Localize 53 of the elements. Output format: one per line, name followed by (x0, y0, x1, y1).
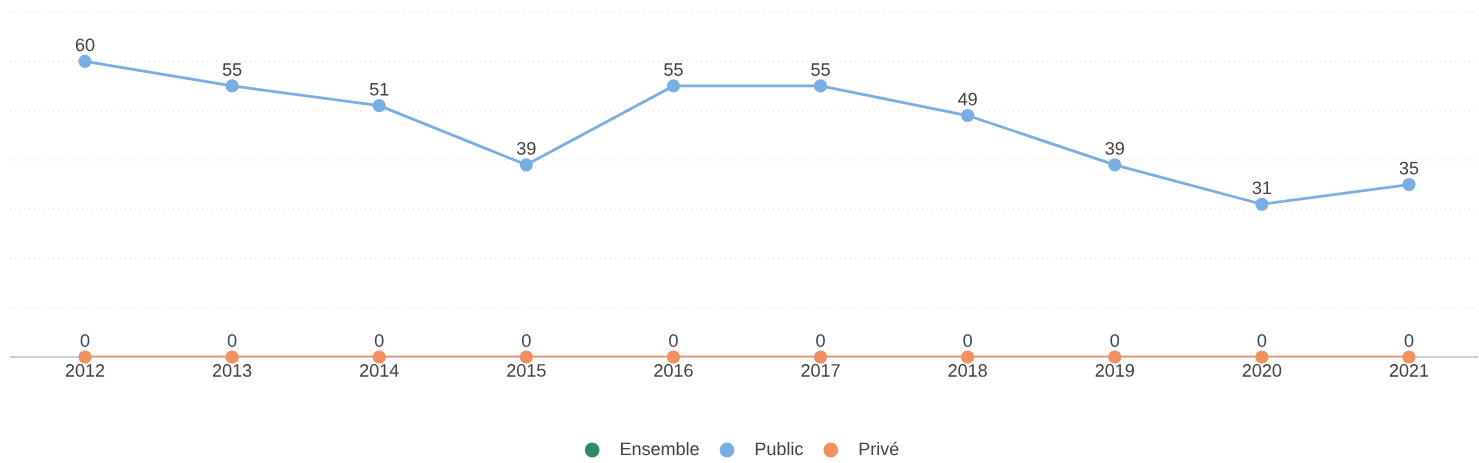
x-tick-label: 2016 (654, 364, 693, 377)
point (666, 350, 681, 364)
data-label: 0 (374, 334, 384, 347)
x-tick-label: 2017 (801, 364, 840, 377)
point (225, 79, 239, 93)
data-label: 0 (816, 334, 825, 347)
data-label: 0 (227, 334, 237, 347)
data-label: 35 (1399, 161, 1419, 175)
point (1402, 177, 1416, 192)
point (813, 79, 828, 93)
point (78, 54, 92, 68)
x-tick-label: 2014 (360, 364, 399, 377)
data-label: 0 (1257, 334, 1267, 347)
x-tick-label: 2019 (1095, 364, 1134, 377)
legend-label: Privé (859, 441, 899, 456)
data-label: 55 (222, 63, 242, 76)
data-label: 60 (75, 38, 95, 52)
data-label: 49 (958, 92, 977, 106)
point (519, 350, 533, 364)
data-label: 31 (1252, 181, 1271, 195)
data-label: 0 (669, 334, 678, 347)
point (1255, 197, 1269, 211)
point (666, 79, 681, 93)
data-label: 39 (517, 141, 536, 155)
point (78, 350, 92, 364)
point (1108, 350, 1122, 364)
point (961, 108, 975, 123)
data-label: 39 (1105, 141, 1124, 155)
point (1255, 350, 1269, 364)
point (225, 350, 239, 364)
x-tick-label: 2020 (1242, 364, 1282, 377)
point (961, 350, 975, 364)
data-label: 55 (664, 63, 683, 76)
data-label: 51 (369, 83, 389, 96)
x-tick-label: 2012 (65, 364, 105, 377)
x-tick-label: 2013 (213, 364, 252, 377)
x-tick-label: 2018 (948, 364, 987, 377)
legend-label: Ensemble (621, 441, 699, 456)
legend-label: Public (755, 441, 803, 456)
point (519, 158, 533, 172)
x-tick-label: 2021 (1389, 364, 1429, 377)
x-tick-label: 2015 (507, 364, 546, 377)
point (1108, 158, 1122, 172)
data-label: 55 (811, 63, 830, 76)
point (1402, 350, 1416, 364)
point (372, 99, 386, 113)
point (813, 350, 828, 364)
data-label: 0 (963, 334, 972, 347)
data-label: 0 (1110, 334, 1120, 347)
data-label: 0 (80, 334, 90, 347)
point (372, 350, 386, 364)
data-label: 0 (522, 334, 531, 347)
data-label: 0 (1404, 334, 1414, 347)
